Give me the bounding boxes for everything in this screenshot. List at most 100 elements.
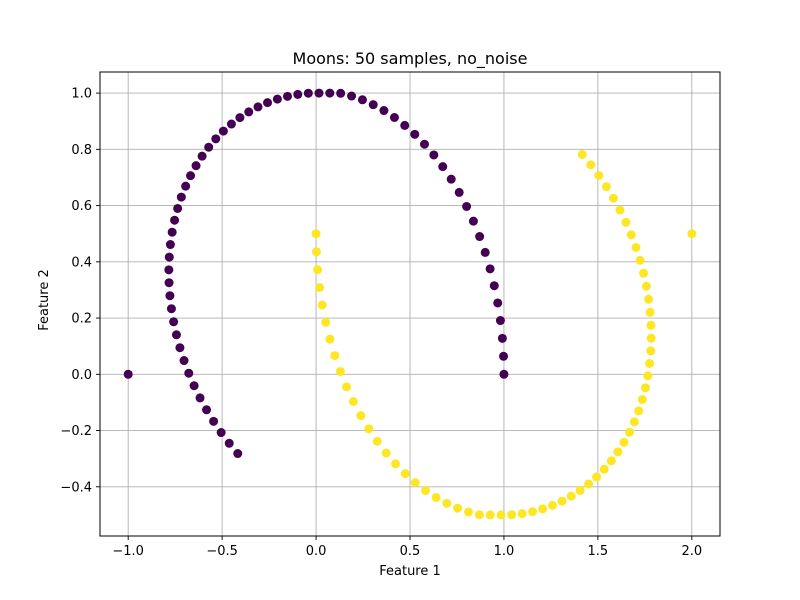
- upper-moon-point: [218, 126, 228, 136]
- upper-moon-point: [389, 113, 399, 123]
- lower-moon-point: [313, 265, 323, 275]
- upper-moon-point: [263, 98, 273, 108]
- lower-moon-point: [442, 498, 452, 508]
- lower-moon-point: [321, 317, 331, 327]
- upper-moon-point: [184, 368, 194, 378]
- lower-moon-point: [557, 496, 567, 506]
- lower-moon-point: [635, 255, 645, 265]
- upper-moon-point: [164, 278, 174, 288]
- upper-moon-point: [209, 416, 219, 426]
- upper-moon-point: [293, 89, 303, 99]
- lower-moon-point: [608, 193, 618, 203]
- lower-moon-point: [592, 472, 602, 482]
- x-axis-label: Feature 1: [379, 564, 441, 579]
- upper-moon-point: [186, 171, 196, 181]
- lower-moon-point: [342, 382, 352, 392]
- lower-moon-point: [485, 510, 495, 520]
- lower-moon-point: [594, 170, 604, 180]
- upper-moon-point: [164, 252, 174, 262]
- lower-moon-point: [584, 479, 594, 489]
- lower-moon-point: [463, 507, 473, 517]
- lower-moon-point: [325, 334, 335, 344]
- lower-moon-point: [566, 491, 576, 501]
- lower-moon-point: [330, 351, 340, 361]
- upper-moon-point: [165, 240, 175, 250]
- upper-moon-point: [419, 139, 429, 149]
- lower-moon-point: [348, 397, 358, 407]
- upper-moon-point: [368, 100, 378, 110]
- lower-moon-point: [619, 437, 629, 447]
- lower-moon-point: [575, 485, 585, 495]
- x-tick-label: −1.0: [112, 544, 144, 559]
- lower-moon-point: [335, 366, 345, 376]
- upper-moon-point: [173, 203, 183, 213]
- upper-moon-point: [429, 150, 439, 160]
- lower-moon-point: [629, 417, 639, 427]
- upper-moon-point: [197, 151, 207, 161]
- x-tick-label: 0.5: [400, 544, 421, 559]
- x-tick-label: 0.0: [306, 544, 327, 559]
- upper-moon-point: [165, 291, 175, 301]
- upper-moon-point: [169, 317, 179, 327]
- y-tick-label: 1.0: [71, 87, 92, 102]
- upper-moon-point: [489, 281, 499, 291]
- upper-moon-point: [410, 129, 420, 139]
- grid-lines: [100, 72, 720, 536]
- upper-moon-point: [400, 120, 410, 130]
- upper-moon-point: [253, 102, 263, 112]
- upper-moon-point: [235, 113, 245, 123]
- x-tick-label: 2.0: [681, 544, 702, 559]
- upper-moon-point: [175, 343, 185, 353]
- upper-moon-point: [166, 304, 176, 314]
- upper-moon-point: [170, 215, 180, 225]
- upper-moon-point: [189, 381, 199, 391]
- axis-ticks: −1.0 −0.5 0.0 0.5 1.0 1.5 2.0 −0.4 −0.2 0.0 0.2 0.4…: [60, 87, 702, 559]
- lower-moon-point: [645, 358, 655, 368]
- upper-moon-point: [181, 181, 191, 191]
- lower-moon-point: [646, 320, 656, 330]
- upper-moon-point: [226, 119, 236, 129]
- lower-moon-point: [364, 424, 374, 434]
- upper-moon-point: [303, 88, 313, 98]
- lower-moon-point: [586, 160, 596, 170]
- upper-moon-point: [446, 174, 456, 184]
- chart-title: Moons: 50 samples, no_noise: [293, 49, 528, 69]
- upper-moon-point: [216, 428, 226, 438]
- upper-moon-point: [164, 265, 174, 275]
- lower-moon-point: [391, 459, 401, 469]
- upper-moon-point: [123, 369, 133, 379]
- upper-moon-point: [224, 438, 234, 448]
- lower-moon-point: [687, 229, 697, 239]
- lower-moon-point: [311, 247, 321, 257]
- x-tick-label: 1.0: [494, 544, 515, 559]
- lower-moon-point: [644, 294, 654, 304]
- lower-moon-point: [317, 300, 327, 310]
- lower-moon-point: [496, 510, 506, 520]
- upper-moon-point: [480, 247, 490, 257]
- y-tick-label: 0.4: [71, 255, 92, 270]
- upper-moon-point: [204, 142, 214, 152]
- lower-moon-point: [621, 217, 631, 227]
- upper-moon-point: [211, 134, 221, 144]
- lower-moon-point: [639, 268, 649, 278]
- lower-moon-point: [577, 149, 587, 159]
- upper-moon-point: [468, 216, 478, 226]
- upper-moon-point: [454, 187, 464, 197]
- upper-moon-point: [462, 201, 472, 211]
- lower-moon-point: [507, 510, 517, 520]
- upper-moon-point: [485, 264, 495, 274]
- upper-moon-point: [176, 192, 186, 202]
- lower-moon-point: [615, 205, 625, 215]
- upper-moon-point: [379, 106, 389, 116]
- upper-moon-point: [202, 405, 212, 415]
- lower-moon-point: [634, 406, 644, 416]
- upper-moon-point: [167, 227, 177, 237]
- y-tick-label: 0.0: [71, 368, 92, 383]
- lower-moon-point: [381, 448, 391, 458]
- lower-moon-point: [421, 485, 431, 495]
- lower-moon-point: [640, 383, 650, 393]
- lower-moon-point: [453, 503, 463, 513]
- lower-moon-point: [606, 456, 616, 466]
